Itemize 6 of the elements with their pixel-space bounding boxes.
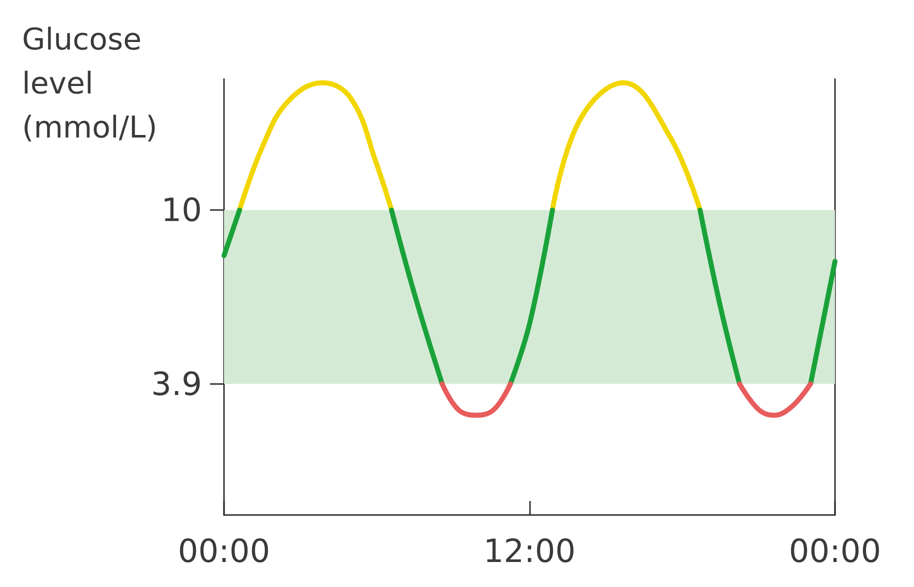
x-tick-label: 12:00 xyxy=(483,532,576,570)
x-tick-label: 00:00 xyxy=(788,532,882,570)
x-tick-label: 00:00 xyxy=(178,532,270,570)
y-axis-title: Glucose level (mmol/L) xyxy=(22,22,158,146)
y-tick-label: 10 xyxy=(161,191,202,230)
y-tick-label: 3.9 xyxy=(151,364,202,403)
